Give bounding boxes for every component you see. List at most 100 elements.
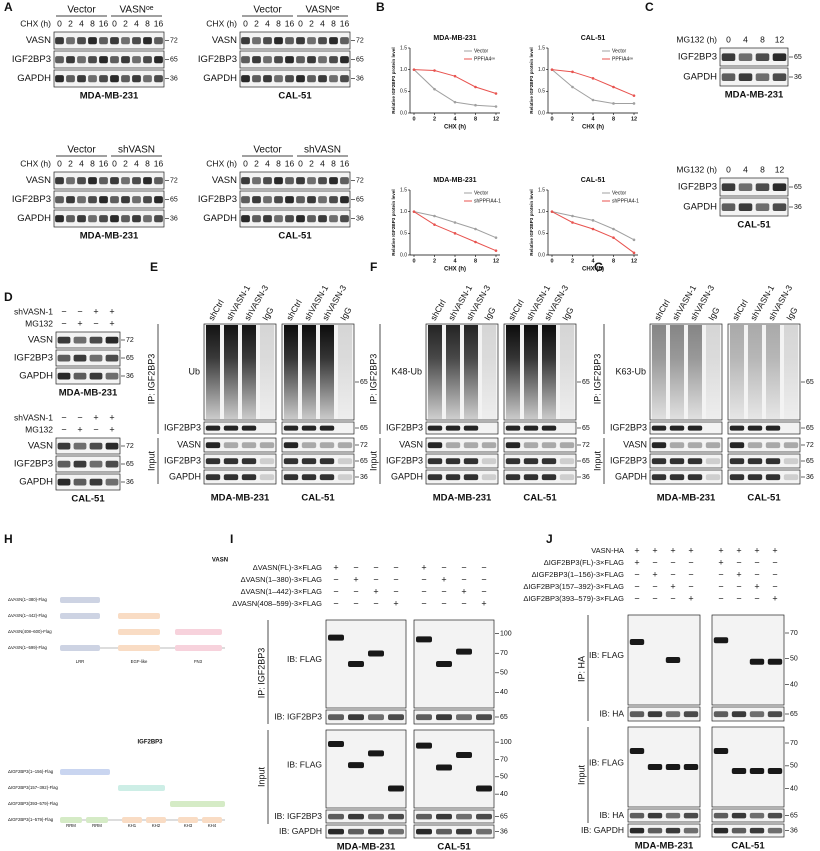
point <box>571 214 574 218</box>
band <box>348 661 364 667</box>
band <box>772 73 787 81</box>
band <box>263 196 272 204</box>
band <box>205 474 221 481</box>
band <box>318 196 327 204</box>
sign: − <box>670 557 675 567</box>
band <box>721 183 736 191</box>
marker-label: 65 <box>806 379 814 386</box>
band <box>241 458 257 465</box>
band <box>285 215 294 223</box>
sign: − <box>688 569 693 579</box>
row-label: GAPDH <box>391 471 423 481</box>
blot <box>727 421 801 435</box>
time-label: 16 <box>340 18 350 28</box>
band <box>105 354 119 362</box>
point <box>474 240 477 244</box>
marker-label: 65 <box>360 425 368 432</box>
sign: − <box>754 557 759 567</box>
band <box>721 73 736 81</box>
band <box>721 53 736 61</box>
y-tick-label: 0.0 <box>538 252 545 258</box>
sign: − <box>670 569 675 579</box>
band <box>755 183 770 191</box>
band <box>436 813 452 820</box>
blot <box>627 706 701 722</box>
smear <box>446 325 460 419</box>
band <box>749 658 765 665</box>
sign: + <box>772 545 777 555</box>
band <box>772 203 787 211</box>
smear <box>652 325 666 419</box>
sign: + <box>736 545 741 555</box>
time-label: 4 <box>79 18 84 28</box>
construct-label: ΔIGF2BP3(1–156)-3×FLAG <box>532 570 625 579</box>
band <box>647 764 663 770</box>
domain-label: KH3 <box>184 823 193 828</box>
band <box>505 458 521 465</box>
band <box>505 442 521 449</box>
ip-label: IP: HA <box>576 656 586 682</box>
sign: − <box>373 598 378 608</box>
y-tick-label: 0.5 <box>538 89 545 95</box>
x-tick-label: 2 <box>571 258 574 264</box>
band <box>241 425 257 431</box>
band <box>747 425 763 431</box>
band <box>241 215 250 223</box>
point <box>494 105 498 108</box>
band <box>263 177 272 185</box>
time-label: 8 <box>760 164 765 174</box>
point <box>453 232 457 235</box>
blot <box>413 824 495 839</box>
band <box>505 425 521 431</box>
marker-label: 65 <box>582 458 590 465</box>
band <box>241 442 257 449</box>
time-label: 16 <box>154 158 164 168</box>
blot <box>711 808 785 823</box>
time-label: 0 <box>726 164 731 174</box>
marker-label: 36 <box>582 474 590 481</box>
band <box>55 37 64 45</box>
blot <box>281 437 355 453</box>
point <box>571 221 574 224</box>
time-label: 16 <box>99 18 109 28</box>
domain <box>146 817 166 823</box>
band <box>110 37 119 45</box>
band <box>89 372 103 380</box>
y-axis-label: Relative IGF2BP3 protein level <box>529 189 534 255</box>
domain-label: KH1 <box>128 823 137 828</box>
marker-label: 50 <box>500 774 508 781</box>
smear <box>784 325 798 419</box>
sign: − <box>421 598 426 608</box>
band <box>296 215 305 223</box>
domain-label: RRM <box>92 823 102 828</box>
sign: − <box>333 574 338 584</box>
blot <box>53 69 165 88</box>
row-label: GAPDH <box>203 213 237 224</box>
band <box>77 56 86 64</box>
band <box>283 458 299 465</box>
marker-label: 40 <box>790 786 798 793</box>
row-label: VASN <box>28 441 53 452</box>
legend-label: Vector <box>474 48 489 54</box>
band <box>121 75 130 83</box>
domain <box>122 817 142 823</box>
band <box>755 203 770 211</box>
time-label: 8 <box>145 18 150 28</box>
marker-label: 36 <box>806 474 814 481</box>
panel-letter: I <box>230 532 233 546</box>
band <box>99 196 108 204</box>
band <box>416 742 432 749</box>
band <box>388 714 404 721</box>
band <box>296 56 305 64</box>
band <box>683 711 699 718</box>
band <box>252 215 261 223</box>
construct-label: ΔVASN(408–600)-Flag <box>8 629 52 634</box>
row-label: IGF2BP3 <box>14 353 53 364</box>
x-tick-label: 12 <box>631 116 637 122</box>
x-tick-label: 8 <box>612 258 615 264</box>
band <box>348 714 364 721</box>
band <box>143 75 152 83</box>
point <box>453 100 457 104</box>
band <box>57 460 71 468</box>
